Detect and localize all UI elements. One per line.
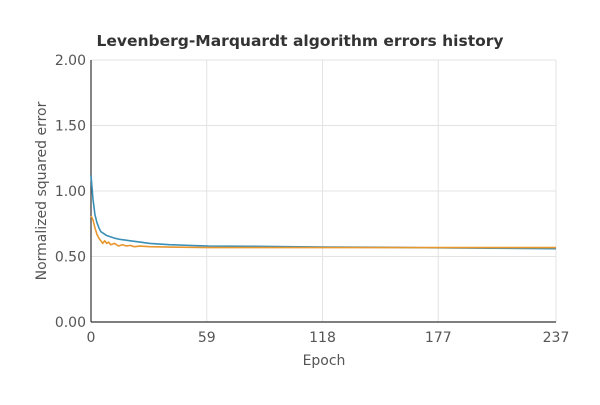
tick-labels: 0.00 0.50 1.00 1.50 2.00 0 59 118 177 237	[55, 53, 570, 346]
y-tick-label: 2.00	[55, 53, 86, 69]
x-axis-label: Epoch	[303, 353, 346, 369]
series-lines	[90, 175, 557, 250]
x-tick-label: 118	[309, 330, 336, 346]
x-tick-label: 237	[543, 330, 570, 346]
series-line-2	[90, 215, 556, 249]
x-tick-label: 0	[87, 330, 96, 346]
y-tick-label: 0.50	[55, 250, 86, 266]
series-line-1	[90, 175, 557, 250]
chart-title: Levenberg-Marquardt algorithm errors his…	[96, 32, 503, 50]
x-tick-label: 59	[198, 330, 216, 346]
y-tick-label: 1.50	[55, 119, 86, 135]
grid-lines	[91, 59, 557, 322]
y-tick-label: 0.00	[55, 315, 86, 331]
axes	[90, 60, 556, 323]
y-axis-label: Normalized squared error	[34, 101, 50, 280]
y-tick-label: 1.00	[55, 184, 86, 200]
x-tick-label: 177	[425, 330, 452, 346]
